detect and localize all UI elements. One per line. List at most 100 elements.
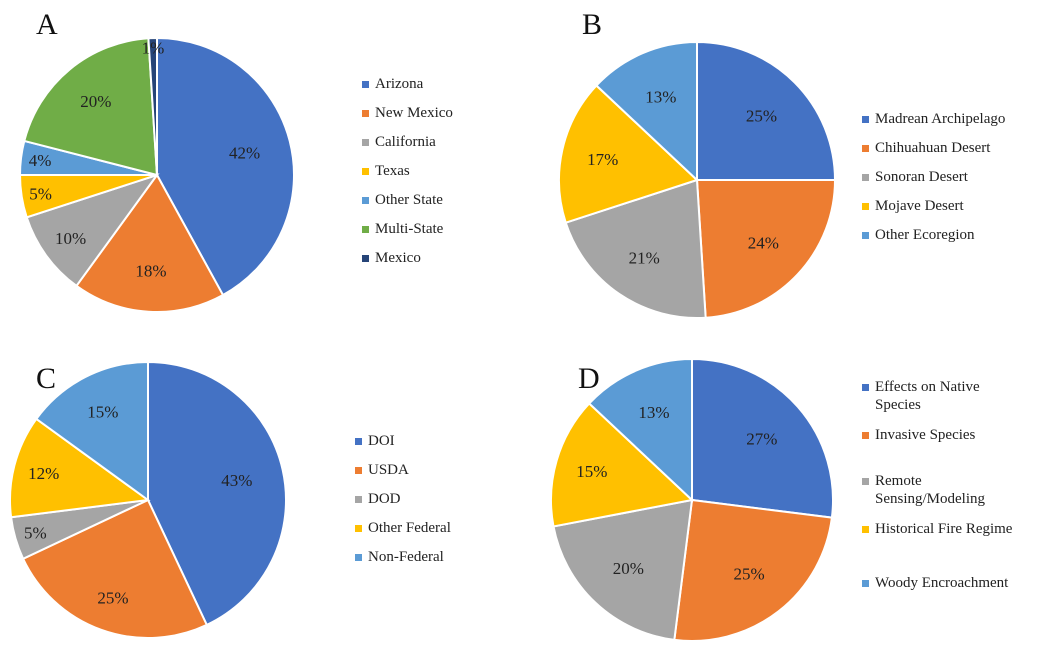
legend-item: Other Ecoregion	[862, 226, 975, 244]
legend-item: Non-Federal	[355, 548, 444, 566]
slice-data-label: 13%	[638, 403, 669, 422]
legend-label: Chihuahuan Desert	[875, 140, 991, 156]
legend-swatch	[862, 432, 869, 439]
slice-data-label: 25%	[733, 565, 764, 584]
legend-swatch	[362, 110, 369, 117]
legend-label: Mexico	[375, 250, 421, 266]
legend-item: Multi-State	[362, 220, 443, 238]
legend-swatch	[862, 232, 869, 239]
slice-data-label: 15%	[576, 462, 607, 481]
pie-slice	[156, 36, 295, 297]
pie-slice	[594, 40, 698, 183]
slice-data-label: 1%	[142, 39, 165, 58]
legend-label: Invasive Species	[875, 427, 976, 443]
legend-label: Sonoran Desert	[875, 169, 968, 185]
legend-swatch	[355, 467, 362, 474]
panel-label-a: A	[36, 8, 58, 41]
pie-slice	[550, 402, 695, 528]
legend-swatch	[362, 255, 369, 262]
slice-data-label: 5%	[29, 184, 52, 203]
legend-item: Sonoran Desert	[862, 168, 968, 186]
legend-item: Chihuahuan Desert	[862, 139, 990, 157]
panel-label-c: C	[36, 362, 57, 395]
legend-item: Invasive Species	[862, 426, 975, 444]
pie-slice	[691, 357, 834, 519]
slice-data-label: 25%	[97, 588, 128, 607]
legend-item: Woody Encroachment	[862, 574, 1008, 592]
legend-swatch	[862, 116, 869, 123]
legend-c: DOI USDA DOD Other Federal Non-Federal	[355, 432, 505, 582]
slice-data-label: 20%	[80, 92, 111, 111]
legend-label: Non-Federal	[368, 549, 444, 565]
slice-data-label: 43%	[221, 471, 252, 490]
legend-swatch	[355, 554, 362, 561]
slice-data-label: 17%	[587, 150, 618, 169]
pie-slice	[564, 178, 707, 319]
legend-label: Other Federal	[368, 520, 451, 536]
legend-item: Other Federal	[355, 519, 451, 537]
legend-label: Multi-State	[375, 221, 444, 237]
legend-item: DOD	[355, 490, 401, 508]
pie-slice	[25, 173, 160, 288]
slice-data-label: 5%	[24, 524, 47, 543]
legend-item: New Mexico	[362, 104, 453, 122]
pie-chart-a: 42% 18% 10% 5% 4% 20% 1%	[18, 36, 295, 313]
pie-slice	[695, 179, 837, 319]
legend-item: Mexico	[362, 249, 421, 267]
legend-label: Texas	[375, 163, 410, 179]
slice-data-label: 21%	[629, 249, 660, 268]
legend-label: New Mexico	[375, 105, 453, 121]
legend-item: Mojave Desert	[862, 197, 964, 215]
pie-slice	[696, 40, 837, 181]
legend-swatch	[362, 226, 369, 233]
legend-label: Arizona	[375, 76, 424, 92]
slice-data-label: 25%	[746, 107, 777, 126]
legend-swatch	[862, 580, 869, 587]
legend-item: Arizona	[362, 75, 423, 93]
pie-chart-c: 43% 25% 5% 12% 15%	[9, 360, 287, 639]
slice-data-label: 13%	[645, 87, 676, 106]
legend-swatch	[862, 384, 869, 391]
legend-label: Madrean Archipelago	[875, 111, 1006, 127]
legend-label: DOI	[368, 433, 395, 449]
legend-label: Mojave Desert	[875, 198, 964, 214]
legend-label: Effects on Native Species	[875, 379, 980, 413]
legend-swatch	[355, 496, 362, 503]
legend-item: Remote Sensing/Modeling	[862, 472, 985, 508]
pie-chart-b: 25% 24% 21% 17% 13%	[558, 40, 837, 319]
legend-d: Effects on Native Species Invasive Specie…	[862, 378, 1037, 608]
legend-label: Woody Encroachment	[875, 575, 1009, 591]
legend-swatch	[362, 197, 369, 204]
legend-swatch	[362, 139, 369, 146]
legend-item: Effects on Native Species	[862, 378, 980, 414]
legend-swatch	[862, 174, 869, 181]
legend-swatch	[862, 145, 869, 152]
legend-swatch	[862, 478, 869, 485]
legend-label: Other State	[375, 192, 443, 208]
legend-swatch	[862, 526, 869, 533]
legend-item: Texas	[362, 162, 410, 180]
legend-label: Historical Fire Regime	[875, 521, 1013, 537]
legend-swatch	[862, 203, 869, 210]
pie-slice	[23, 37, 159, 177]
legend-item: California	[362, 133, 436, 151]
pie-slice	[75, 173, 225, 313]
legend-swatch	[362, 168, 369, 175]
legend-item: Madrean Archipelago	[862, 110, 1005, 128]
legend-label: DOD	[368, 491, 401, 507]
legend-item: USDA	[355, 461, 409, 479]
legend-b: Madrean Archipelago Chihuahuan Desert Sono…	[862, 110, 1037, 260]
legend-item: Other State	[362, 191, 443, 209]
slice-data-label: 42%	[229, 144, 260, 163]
slice-data-label: 12%	[28, 464, 59, 483]
slice-data-label: 4%	[29, 151, 52, 170]
legend-swatch	[362, 81, 369, 88]
pie-slice	[587, 357, 693, 503]
pie-slice	[9, 417, 151, 519]
slice-data-label: 27%	[746, 429, 777, 448]
slice-data-label: 18%	[135, 262, 166, 281]
pie-slice	[147, 360, 287, 627]
legend-item: DOI	[355, 432, 395, 450]
legend-a: Arizona New Mexico California Texas Other St…	[362, 75, 512, 275]
panel-label-d: D	[578, 362, 600, 395]
